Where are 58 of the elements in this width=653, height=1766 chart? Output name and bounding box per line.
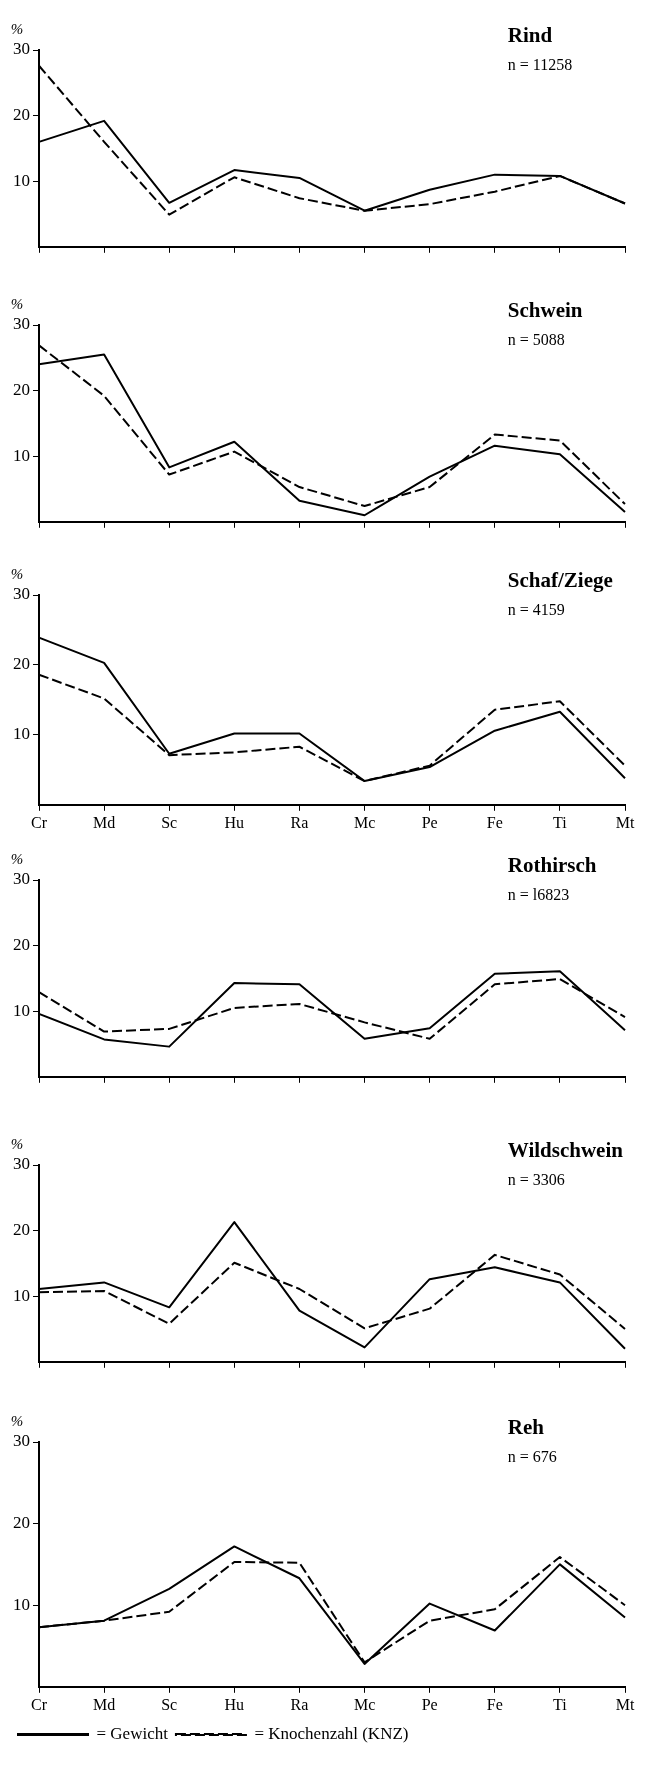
x-tick-label: Ra (290, 1695, 309, 1713)
x-tick-label: Pe (421, 813, 438, 831)
y-tick-label: 30 (13, 39, 30, 59)
x-tick-label: Hu (224, 1695, 245, 1713)
y-axis-title: % (10, 851, 24, 867)
legend-label: = Knochenzahl (KNZ) (254, 1723, 409, 1743)
y-tick-label: 20 (13, 1220, 30, 1240)
chart-title: Schwein (507, 298, 583, 322)
y-tick-label: 10 (13, 1285, 30, 1305)
chart-title: Schaf/Ziege (507, 568, 613, 592)
y-axis-title: % (10, 296, 24, 312)
x-tick-label: Mt (615, 813, 635, 831)
x-tick-label: Fe (486, 1695, 503, 1713)
y-tick-label: 20 (13, 380, 30, 400)
y-axis-title: % (10, 566, 24, 582)
chart-title: Wildschwein (507, 1138, 624, 1162)
x-tick-label: Sc (161, 813, 178, 831)
y-tick-label: 30 (13, 1154, 30, 1174)
y-tick-label: 30 (13, 1431, 30, 1451)
chart-subtitle: n = 5088 (507, 331, 565, 348)
y-tick-label: 20 (13, 1513, 30, 1533)
y-tick-label: 20 (13, 935, 30, 955)
y-tick-label: 10 (13, 1000, 30, 1020)
x-tick-label: Cr (31, 813, 48, 831)
legend-label: = Gewicht (96, 1723, 169, 1743)
y-axis-title: % (10, 21, 24, 37)
y-tick-label: 30 (13, 869, 30, 889)
chart-subtitle: n = 676 (507, 1448, 557, 1465)
chart-title: Rothirsch (507, 853, 597, 877)
x-tick-label: Ti (553, 813, 568, 831)
y-tick-label: 10 (13, 724, 30, 744)
x-tick-label: Mc (353, 1695, 376, 1713)
chart-subtitle: n = 3306 (507, 1171, 565, 1188)
x-tick-label: Hu (224, 813, 245, 831)
y-tick-label: 30 (13, 314, 30, 334)
y-tick-label: 10 (13, 170, 30, 190)
x-tick-label: Mt (615, 1695, 635, 1713)
y-tick-label: 20 (13, 654, 30, 674)
chart-subtitle: n = l6823 (507, 886, 570, 903)
chart-title: Reh (507, 1415, 545, 1439)
x-tick-label: Ra (290, 813, 309, 831)
x-tick-label: Cr (31, 1695, 48, 1713)
x-tick-label: Md (92, 813, 116, 831)
x-tick-label: Md (92, 1695, 116, 1713)
y-tick-label: 20 (13, 105, 30, 125)
chart-subtitle: n = 4159 (507, 601, 565, 618)
chart-subtitle: n = 11258 (507, 56, 573, 73)
y-tick-label: 10 (13, 1594, 30, 1614)
y-axis-title: % (10, 1136, 24, 1152)
chart-title: Rind (507, 23, 553, 47)
x-tick-label: Fe (486, 813, 503, 831)
x-tick-label: Sc (161, 1695, 178, 1713)
y-tick-label: 10 (13, 445, 30, 465)
y-axis-title: % (10, 1413, 24, 1429)
x-tick-label: Pe (421, 1695, 438, 1713)
x-tick-label: Ti (553, 1695, 568, 1713)
x-tick-label: Mc (353, 813, 376, 831)
y-tick-label: 30 (13, 584, 30, 604)
